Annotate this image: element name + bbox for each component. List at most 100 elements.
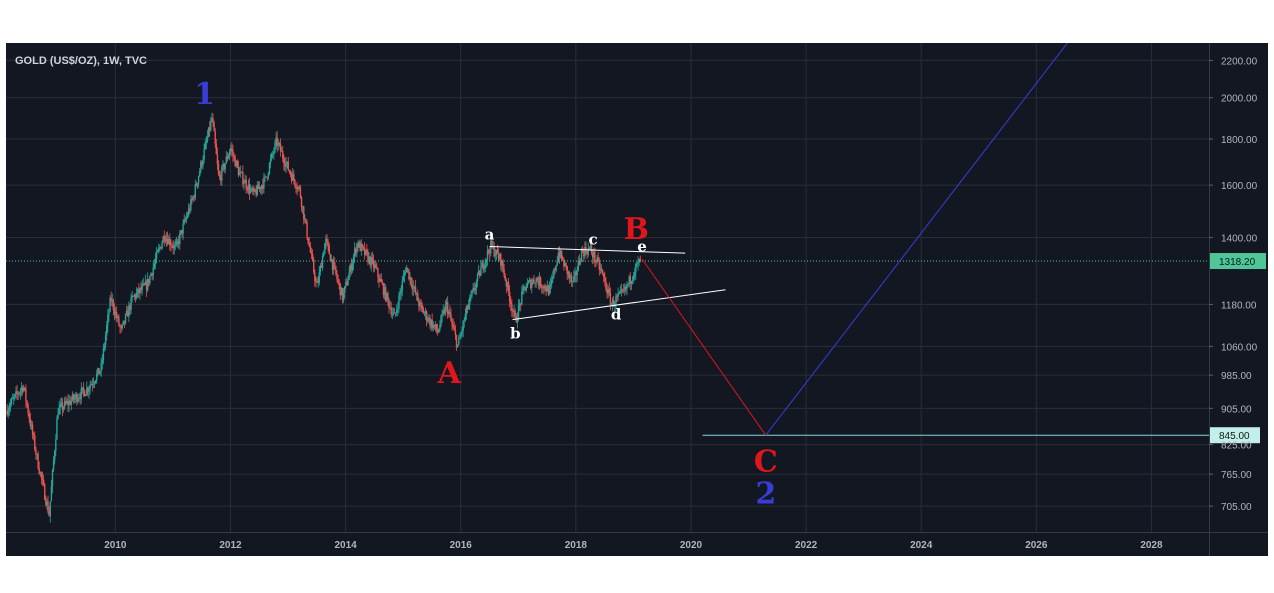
candle-body xyxy=(315,281,317,282)
candle-body xyxy=(545,289,547,292)
candle-body xyxy=(568,271,571,278)
last-price-label: 1318.20 xyxy=(1219,257,1256,268)
candle-body xyxy=(379,278,381,282)
candle-body xyxy=(96,373,98,381)
candle-body xyxy=(546,285,548,292)
candle-body xyxy=(535,278,537,284)
candle-body xyxy=(82,387,85,391)
candle-body xyxy=(249,189,252,193)
candle-body xyxy=(427,320,429,322)
candle-body xyxy=(123,320,126,324)
candle-body xyxy=(222,164,224,167)
candle-body xyxy=(62,407,65,410)
candle-body xyxy=(373,264,376,268)
candle-body xyxy=(99,371,101,375)
candle-body xyxy=(600,268,603,271)
candle-body xyxy=(346,281,348,286)
candle-body xyxy=(625,286,627,289)
candle-body xyxy=(146,278,149,291)
candle-body xyxy=(458,338,460,345)
symbol-title[interactable]: GOLD (US$/OZ), 1W, TVC xyxy=(15,55,147,67)
candle-body xyxy=(500,254,502,266)
candle-body xyxy=(151,273,153,276)
candle-body xyxy=(351,263,354,271)
candle-body xyxy=(132,296,134,297)
candle-body xyxy=(433,324,436,327)
candle-body xyxy=(516,319,519,323)
candle-body xyxy=(306,222,308,238)
candle-body xyxy=(566,266,568,275)
candle-body xyxy=(309,246,312,253)
candle-body xyxy=(544,285,546,290)
x-tick-label: 2010 xyxy=(104,540,127,551)
chart-panel[interactable]: 1318.20 845.00 1 A B C 2 a b c d e 2200.00 2000.00 18… xyxy=(6,43,1268,556)
candle-body xyxy=(241,171,243,173)
candle-body xyxy=(335,266,337,274)
candle-body xyxy=(97,368,99,374)
candle-body xyxy=(44,484,46,500)
candle-body xyxy=(336,273,338,279)
candle-body xyxy=(30,424,33,426)
candle-body xyxy=(207,127,210,137)
candle-body xyxy=(284,163,286,167)
candle-body xyxy=(177,241,180,245)
candle-body xyxy=(125,310,128,315)
candle-body xyxy=(418,301,420,307)
candle-body xyxy=(391,313,394,315)
candle-body xyxy=(204,143,206,150)
candle-body xyxy=(67,401,69,406)
candle-body xyxy=(513,310,515,312)
candle-body xyxy=(577,260,579,271)
candle-body xyxy=(298,186,301,188)
candle-body xyxy=(520,303,522,305)
candle-body xyxy=(317,282,319,284)
candle-body xyxy=(608,288,610,294)
candle-body xyxy=(102,348,105,361)
candle-body xyxy=(159,247,161,249)
chart-canvas[interactable]: 1318.20 845.00 1 A B C2 a b c d e 2200.00 2000.00 18… xyxy=(6,43,1268,556)
candle-body xyxy=(389,307,391,309)
candle-body xyxy=(69,400,71,405)
x-tick-label: 2028 xyxy=(1140,540,1163,551)
candle-body xyxy=(615,296,617,305)
wave-label-1: 1 xyxy=(194,77,215,112)
candle-body xyxy=(357,243,359,248)
candle-body xyxy=(414,286,417,294)
candle-body xyxy=(417,292,419,302)
candle-body xyxy=(454,330,457,336)
wave-label-C: C xyxy=(754,445,778,480)
candle-body xyxy=(27,405,29,414)
wave-label-2: 2 xyxy=(755,477,776,512)
candle-body xyxy=(449,312,451,314)
candle-body xyxy=(112,300,115,310)
candle-body xyxy=(226,156,229,159)
candle-body xyxy=(155,252,158,260)
candle-body xyxy=(472,287,474,291)
candle-body xyxy=(107,314,109,326)
candle-body xyxy=(150,273,152,276)
candle-body xyxy=(120,327,122,329)
wave-label-d: d xyxy=(611,306,622,324)
candle-body xyxy=(36,453,38,455)
candle-body xyxy=(13,397,15,399)
candle-body xyxy=(365,249,367,255)
candle-body xyxy=(506,282,509,287)
candle-body xyxy=(258,186,261,190)
candle-body xyxy=(528,280,531,282)
candle-body xyxy=(406,268,408,273)
candle-body xyxy=(206,136,209,142)
axes: 2200.00 2000.00 1800.00 1600.00 1400.00 1180.… xyxy=(6,43,1268,556)
candle-body xyxy=(313,259,315,273)
candle-body xyxy=(110,297,112,301)
candle-body xyxy=(448,312,450,315)
candle-body xyxy=(371,257,374,260)
y-tick-label: 765.00 xyxy=(1221,470,1252,481)
candle-body xyxy=(86,387,88,395)
candle-body xyxy=(215,143,218,155)
candle-body xyxy=(567,271,570,275)
candle-body xyxy=(20,387,23,391)
candle-body xyxy=(235,160,237,167)
candle-body xyxy=(590,245,593,253)
candle-body xyxy=(526,283,529,288)
candle-body xyxy=(570,275,573,282)
